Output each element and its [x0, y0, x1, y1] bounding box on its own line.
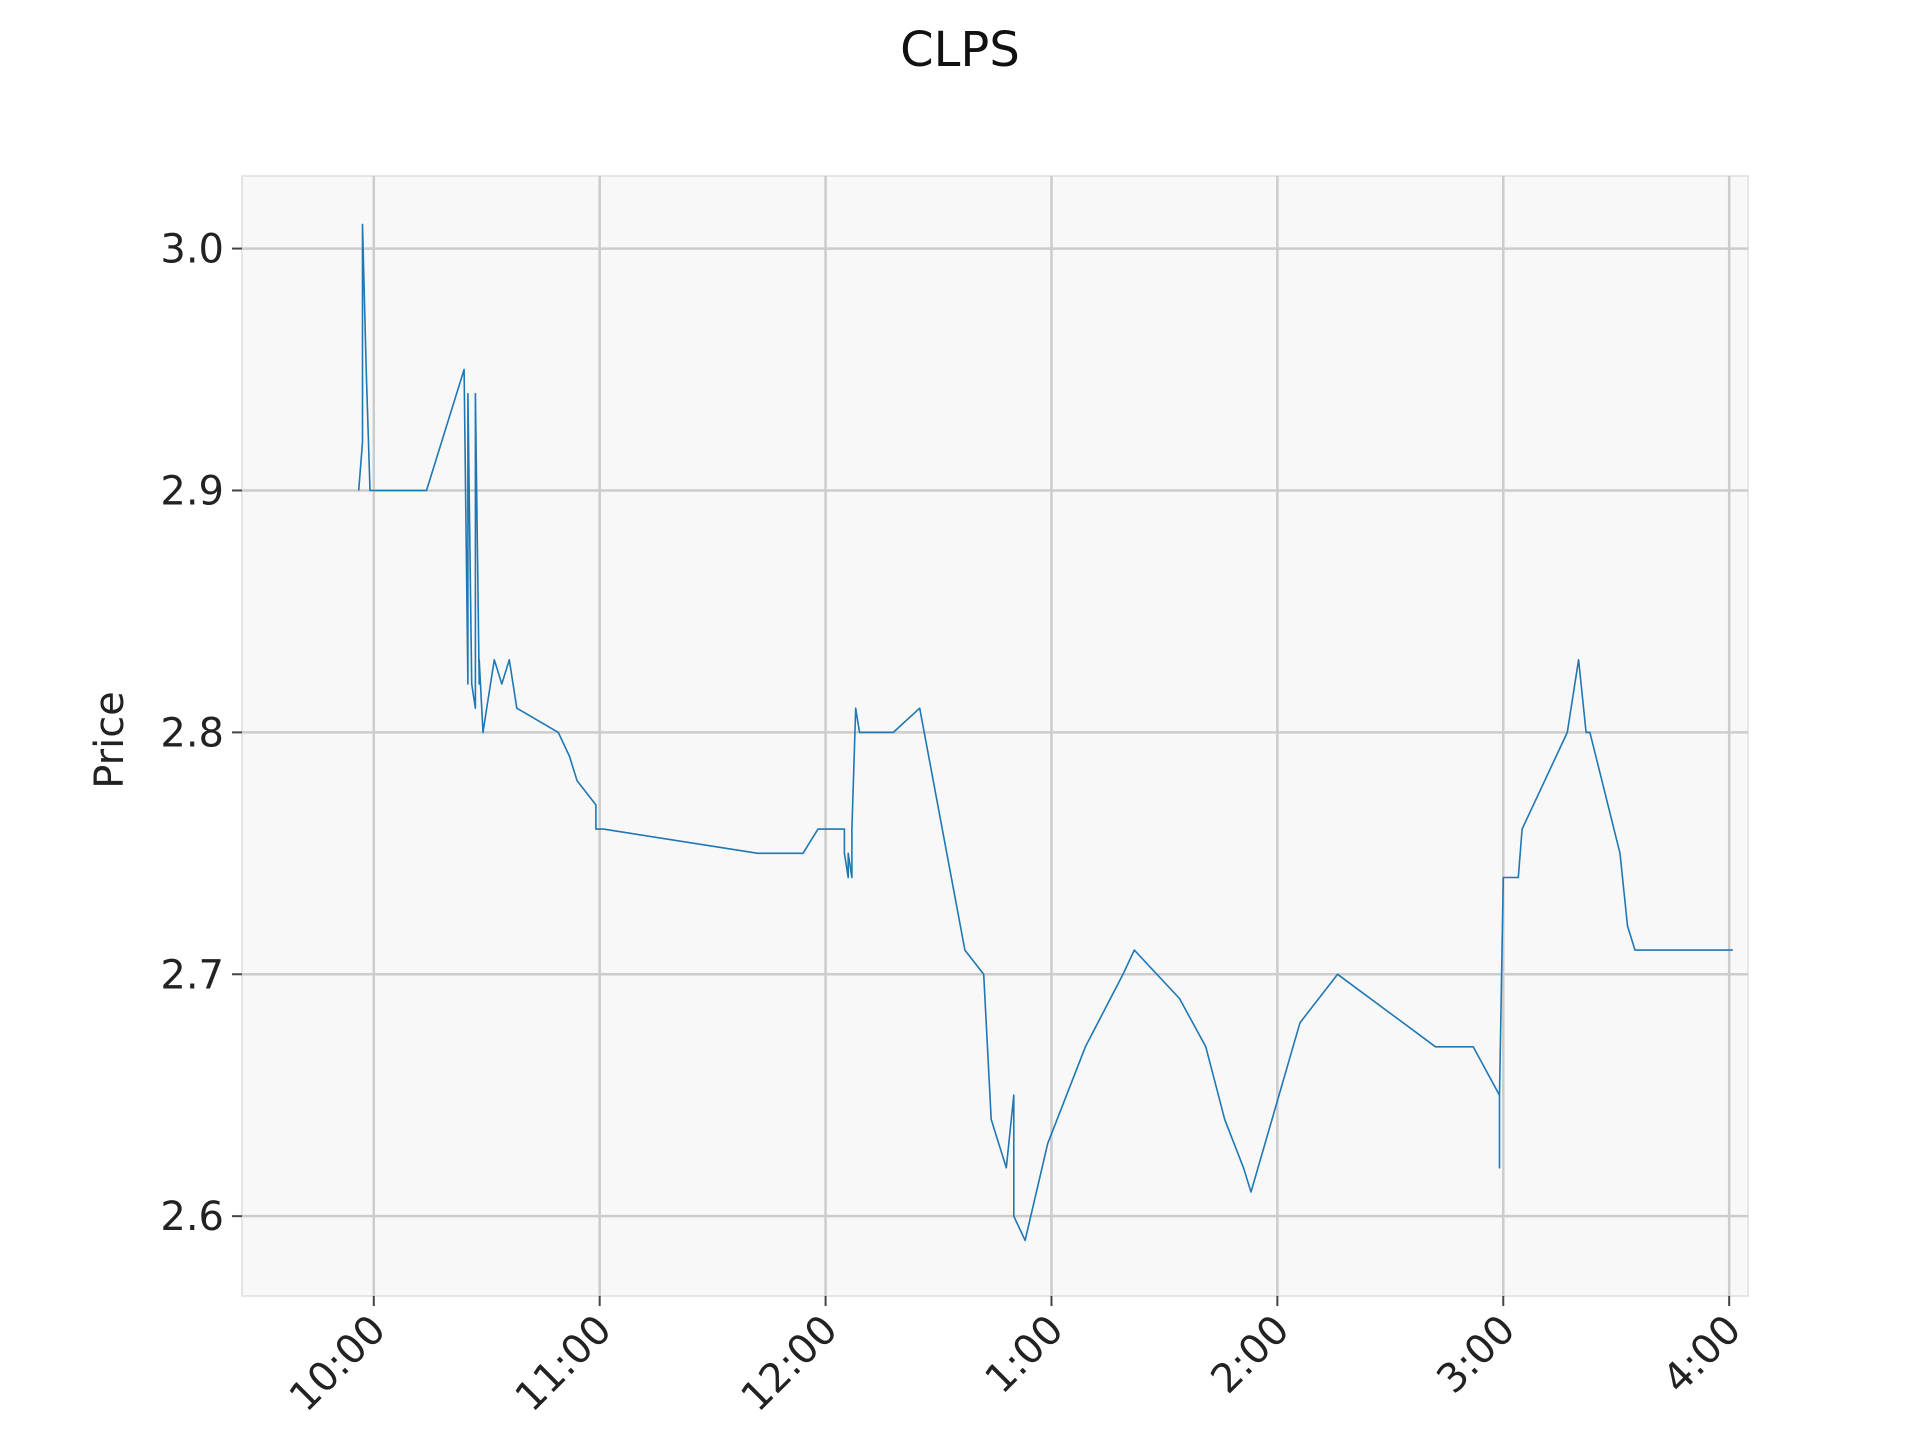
x-tick-label: 12:00: [733, 1307, 847, 1421]
y-tick-label: 2.6: [160, 1194, 224, 1240]
x-tick-label: 11:00: [507, 1307, 621, 1421]
x-tick-label: 10:00: [281, 1307, 395, 1421]
series-layer: [357, 223, 1733, 1242]
y-axis-label: Price: [87, 691, 133, 789]
plot-area: [241, 175, 1749, 1297]
price-series-line: [357, 223, 1733, 1242]
y-tick-label: 2.9: [160, 468, 224, 514]
x-tick-label: 2:00: [1202, 1307, 1298, 1403]
y-tick-label: 3.0: [160, 227, 224, 273]
y-tick-label: 2.7: [160, 952, 224, 998]
grid-lines: [242, 176, 1748, 1296]
x-tick-label: 1:00: [977, 1307, 1073, 1403]
y-tick-label: 2.8: [160, 710, 224, 756]
y-axis-ticks: 2.6 2.7 2.8 2.9 3.0: [160, 227, 242, 1240]
chart-title: CLPS: [900, 22, 1020, 78]
x-axis-ticks: 10:00 11:00 12:00 1:00 2:00 3:00 4:00: [281, 1296, 1750, 1421]
x-tick-label: 3:00: [1428, 1307, 1524, 1403]
x-tick-label: 4:00: [1654, 1307, 1750, 1403]
